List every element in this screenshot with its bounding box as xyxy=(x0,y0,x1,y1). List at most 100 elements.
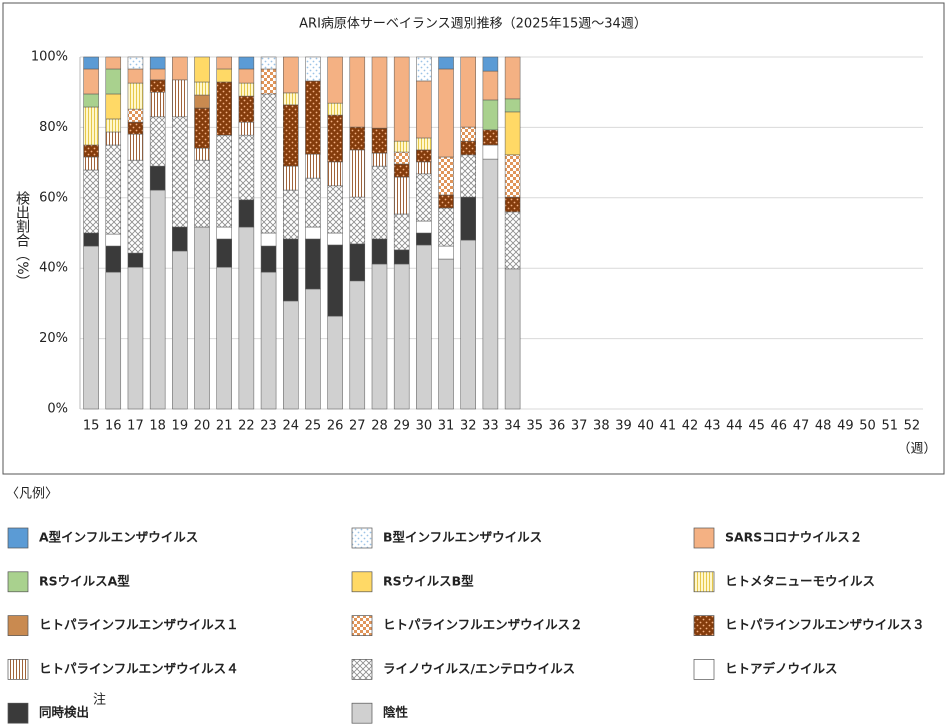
x-tick-label: 24 xyxy=(282,419,299,434)
bar-segment xyxy=(105,245,122,273)
bar-segment xyxy=(238,134,255,201)
bar-segment xyxy=(149,91,166,118)
bar-segment xyxy=(260,93,277,234)
x-tick-label: 49 xyxy=(837,419,854,434)
bar-segment xyxy=(504,211,521,270)
bar-segment xyxy=(371,263,388,410)
bar-segment xyxy=(327,315,343,410)
bar-segment xyxy=(482,144,499,160)
bar-segment xyxy=(149,116,166,167)
legend-swatch xyxy=(7,527,29,549)
bar-segment xyxy=(349,196,366,245)
x-tick-label: 28 xyxy=(371,419,388,434)
x-tick-label: 31 xyxy=(438,419,455,434)
bar-segment xyxy=(482,56,499,72)
bar-segment xyxy=(105,56,122,70)
legend-swatch xyxy=(351,659,373,680)
bar-segment xyxy=(393,163,410,178)
bar-segment xyxy=(149,189,166,410)
x-tick-label: 42 xyxy=(682,419,699,434)
x-tick-label: 43 xyxy=(704,419,721,434)
bar-segment xyxy=(83,56,99,70)
bar-segment xyxy=(460,56,476,128)
bar-segment xyxy=(416,244,432,410)
legend-label: B型インフルエンザウイルス xyxy=(383,530,542,545)
legend-label: SARSコロナウイルス２ xyxy=(725,530,862,545)
bar-segment xyxy=(149,68,166,81)
bar-segment xyxy=(349,243,366,282)
bar-segment xyxy=(482,158,499,410)
bar-segment xyxy=(504,268,521,410)
bar-segment xyxy=(105,144,122,235)
bar-segment xyxy=(216,81,232,136)
bar-segment xyxy=(283,189,299,240)
bar-segment xyxy=(172,250,188,410)
legend-label: A型インフルエンザウイルス xyxy=(39,530,198,545)
x-tick-label: 17 xyxy=(127,419,144,434)
x-tick-label: 41 xyxy=(660,419,677,434)
bar-segment xyxy=(83,169,99,234)
bar-segment xyxy=(393,176,410,215)
bar-segment xyxy=(305,153,321,179)
bar-segment xyxy=(327,56,343,104)
bar-segment xyxy=(327,244,343,317)
bar-segment xyxy=(305,80,321,155)
bar-segment xyxy=(305,56,321,82)
legend-swatch xyxy=(7,615,29,636)
x-tick-label: 16 xyxy=(105,419,122,434)
bar-segment xyxy=(460,196,476,241)
bar-segment xyxy=(127,68,144,84)
bar-segment xyxy=(283,104,299,167)
y-tick-label: 80% xyxy=(39,120,68,135)
bar-segment xyxy=(460,140,476,156)
bar-segment xyxy=(327,232,343,246)
x-tick-label: 18 xyxy=(149,419,166,434)
bar-segment xyxy=(393,140,410,153)
bar-segment xyxy=(327,185,343,234)
x-tick-label: 51 xyxy=(881,419,898,434)
bar-segment xyxy=(504,98,521,113)
bar-segment xyxy=(416,220,432,234)
legend-title: 〈凡例〉 xyxy=(6,487,58,502)
y-tick-label: 40% xyxy=(39,261,68,276)
legend-swatch xyxy=(693,527,715,549)
x-tick-label: 47 xyxy=(793,419,810,434)
bar-segment xyxy=(194,147,210,161)
legend-label: RSウイルスB型 xyxy=(383,573,474,588)
legend-swatch xyxy=(351,527,373,549)
bar-segment xyxy=(172,56,188,81)
bar-segment xyxy=(260,68,277,95)
bar-segment xyxy=(216,134,232,228)
bar-segment xyxy=(438,68,454,158)
bar-segment xyxy=(216,266,232,410)
bar-segment xyxy=(238,68,255,84)
x-tick-label: 40 xyxy=(637,419,654,434)
x-tick-label: 48 xyxy=(815,419,832,434)
x-tick-label: 21 xyxy=(216,419,233,434)
legend-label: ヒトパラインフルエンザウイルス１ xyxy=(39,617,239,632)
bar-segment xyxy=(349,56,366,128)
bar-segment xyxy=(283,56,299,94)
bar-segment xyxy=(438,56,454,70)
x-tick-label: 22 xyxy=(238,419,255,434)
bar-segment xyxy=(83,68,99,95)
legend-swatch xyxy=(7,659,29,680)
bar-segment xyxy=(371,152,388,167)
x-tick-label: 19 xyxy=(172,419,189,434)
bar-segment xyxy=(349,126,366,151)
y-tick-label: 20% xyxy=(39,331,68,346)
bar-segment xyxy=(438,245,454,260)
bar-segment xyxy=(105,68,122,95)
x-tick-label: 46 xyxy=(771,419,788,434)
bar-segment xyxy=(149,56,166,70)
bar-segment xyxy=(127,82,144,110)
bar-segment xyxy=(283,300,299,410)
bar-segment xyxy=(105,233,122,247)
bar-segment xyxy=(238,121,255,136)
bar-segment xyxy=(260,56,277,70)
x-tick-label: 50 xyxy=(859,419,876,434)
bar-segment xyxy=(393,151,410,165)
bar-segment xyxy=(504,154,521,198)
bar-segment xyxy=(216,56,232,70)
bar-segment xyxy=(172,116,188,228)
